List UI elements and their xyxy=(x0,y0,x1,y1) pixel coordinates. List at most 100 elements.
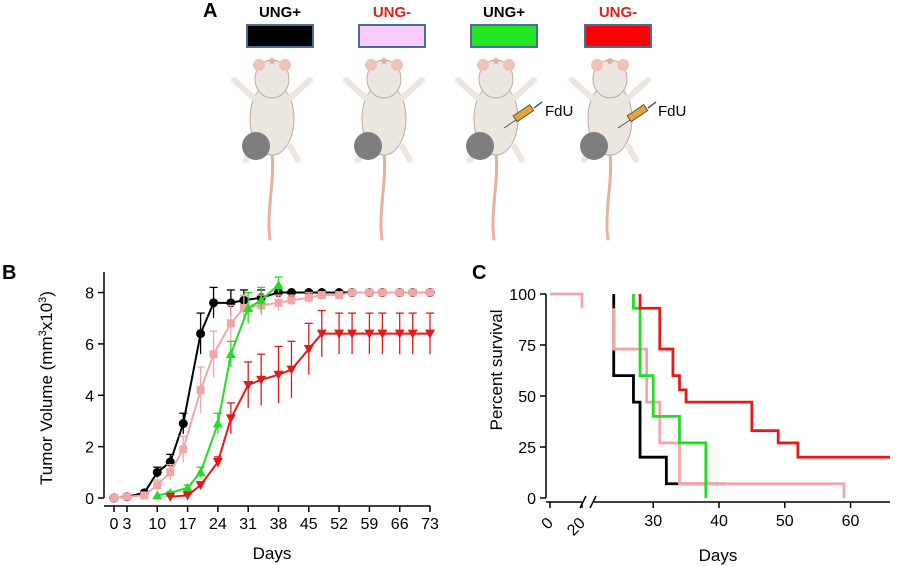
drug-label: FdU xyxy=(658,103,686,120)
data-point xyxy=(394,329,405,339)
data-point xyxy=(287,296,296,305)
data-point xyxy=(274,298,283,307)
series-ung-fdu xyxy=(152,276,284,500)
data-point xyxy=(195,481,206,491)
data-point xyxy=(195,467,206,477)
x-tick-label: 20 xyxy=(564,515,589,540)
x-tick-label: 73 xyxy=(421,516,439,533)
data-point xyxy=(178,419,188,429)
data-point xyxy=(196,386,205,395)
data-point xyxy=(225,414,236,424)
group-color-swatch xyxy=(584,24,652,48)
axis-break-mark xyxy=(589,495,597,509)
x-tick-label: 10 xyxy=(148,516,166,533)
data-point xyxy=(304,293,313,302)
y-tick-label: 0 xyxy=(85,491,94,508)
y-tick-label: 6 xyxy=(85,337,94,354)
data-point xyxy=(316,329,327,339)
x-tick-label: 60 xyxy=(842,513,860,530)
data-point xyxy=(348,288,357,297)
data-point xyxy=(225,349,236,359)
data-point xyxy=(239,303,248,312)
data-point xyxy=(378,288,387,297)
group-header-1: UNG+ xyxy=(245,4,315,48)
series-ung- xyxy=(109,286,435,503)
x-tick-label: 17 xyxy=(179,516,197,533)
drug-label: FdU xyxy=(545,103,573,120)
y-tick-label: 25 xyxy=(518,440,536,457)
data-point xyxy=(212,418,223,428)
group-header-3: UNG+ xyxy=(469,4,539,48)
data-point xyxy=(377,329,388,339)
y-tick-label: 4 xyxy=(85,388,94,405)
series-ung- xyxy=(110,288,434,502)
data-point xyxy=(209,298,219,308)
x-tick-label: 0 xyxy=(110,516,119,533)
survival-line xyxy=(632,294,708,498)
data-point xyxy=(212,458,223,468)
group-label: UNG- xyxy=(372,4,412,21)
data-point xyxy=(152,490,163,500)
x-axis-label: Days xyxy=(699,546,738,565)
data-point xyxy=(407,329,418,339)
data-point xyxy=(347,329,358,339)
data-point xyxy=(256,295,267,305)
y-tick-label: 100 xyxy=(509,287,536,304)
y-tick-label: 0 xyxy=(527,491,536,508)
data-point xyxy=(273,279,284,289)
group-label: UNG+ xyxy=(258,4,302,21)
group-header-4: UNG- xyxy=(583,4,653,48)
group-header-2: UNG- xyxy=(357,4,427,48)
mouse-icon xyxy=(458,58,534,239)
survival-ung- xyxy=(612,294,726,486)
data-point xyxy=(166,468,175,477)
data-point xyxy=(273,370,284,380)
x-tick-label: 31 xyxy=(239,516,257,533)
series-line xyxy=(170,332,430,498)
y-tick-label: 50 xyxy=(518,389,536,406)
data-point xyxy=(425,329,435,339)
x-tick-label: 30 xyxy=(644,513,662,530)
data-point xyxy=(110,494,118,502)
data-point xyxy=(303,345,314,355)
x-tick-label: 24 xyxy=(209,516,227,533)
group-color-swatch xyxy=(246,24,314,48)
data-point xyxy=(243,381,254,390)
group-label: UNG- xyxy=(598,4,638,21)
data-point xyxy=(226,319,235,328)
y-tick-label: 2 xyxy=(85,440,94,457)
x-tick-label: 0 xyxy=(539,515,557,533)
panel-letter-b: B xyxy=(2,262,17,284)
data-point xyxy=(209,350,218,359)
data-point xyxy=(286,365,297,375)
x-tick-label: 3 xyxy=(123,516,132,533)
y-tick-label: 8 xyxy=(85,286,94,303)
series-ung-fdu xyxy=(165,309,435,502)
data-point xyxy=(140,491,149,500)
data-point xyxy=(122,492,131,501)
data-point xyxy=(335,291,344,300)
data-point xyxy=(196,329,206,339)
data-point xyxy=(182,482,193,492)
x-tick-label: 50 xyxy=(776,513,794,530)
mouse-icon xyxy=(234,58,310,239)
series-line xyxy=(113,291,430,499)
data-point xyxy=(179,445,188,454)
panel-letter-c: C xyxy=(472,262,487,284)
data-point xyxy=(395,288,404,297)
x-tick-label: 59 xyxy=(360,516,378,533)
x-tick-label: 40 xyxy=(710,513,728,530)
data-point xyxy=(364,329,375,339)
data-point xyxy=(317,291,326,300)
mouse-icon xyxy=(346,58,422,239)
survival-line xyxy=(550,292,846,498)
y-tick-label: 75 xyxy=(518,338,536,355)
data-point xyxy=(152,467,162,477)
group-color-swatch xyxy=(470,24,538,48)
data-point xyxy=(153,481,162,490)
mouse-icon xyxy=(572,58,648,239)
x-axis-label: Days xyxy=(253,544,292,563)
survival-line xyxy=(638,294,890,459)
axis-break-mark xyxy=(579,495,587,509)
